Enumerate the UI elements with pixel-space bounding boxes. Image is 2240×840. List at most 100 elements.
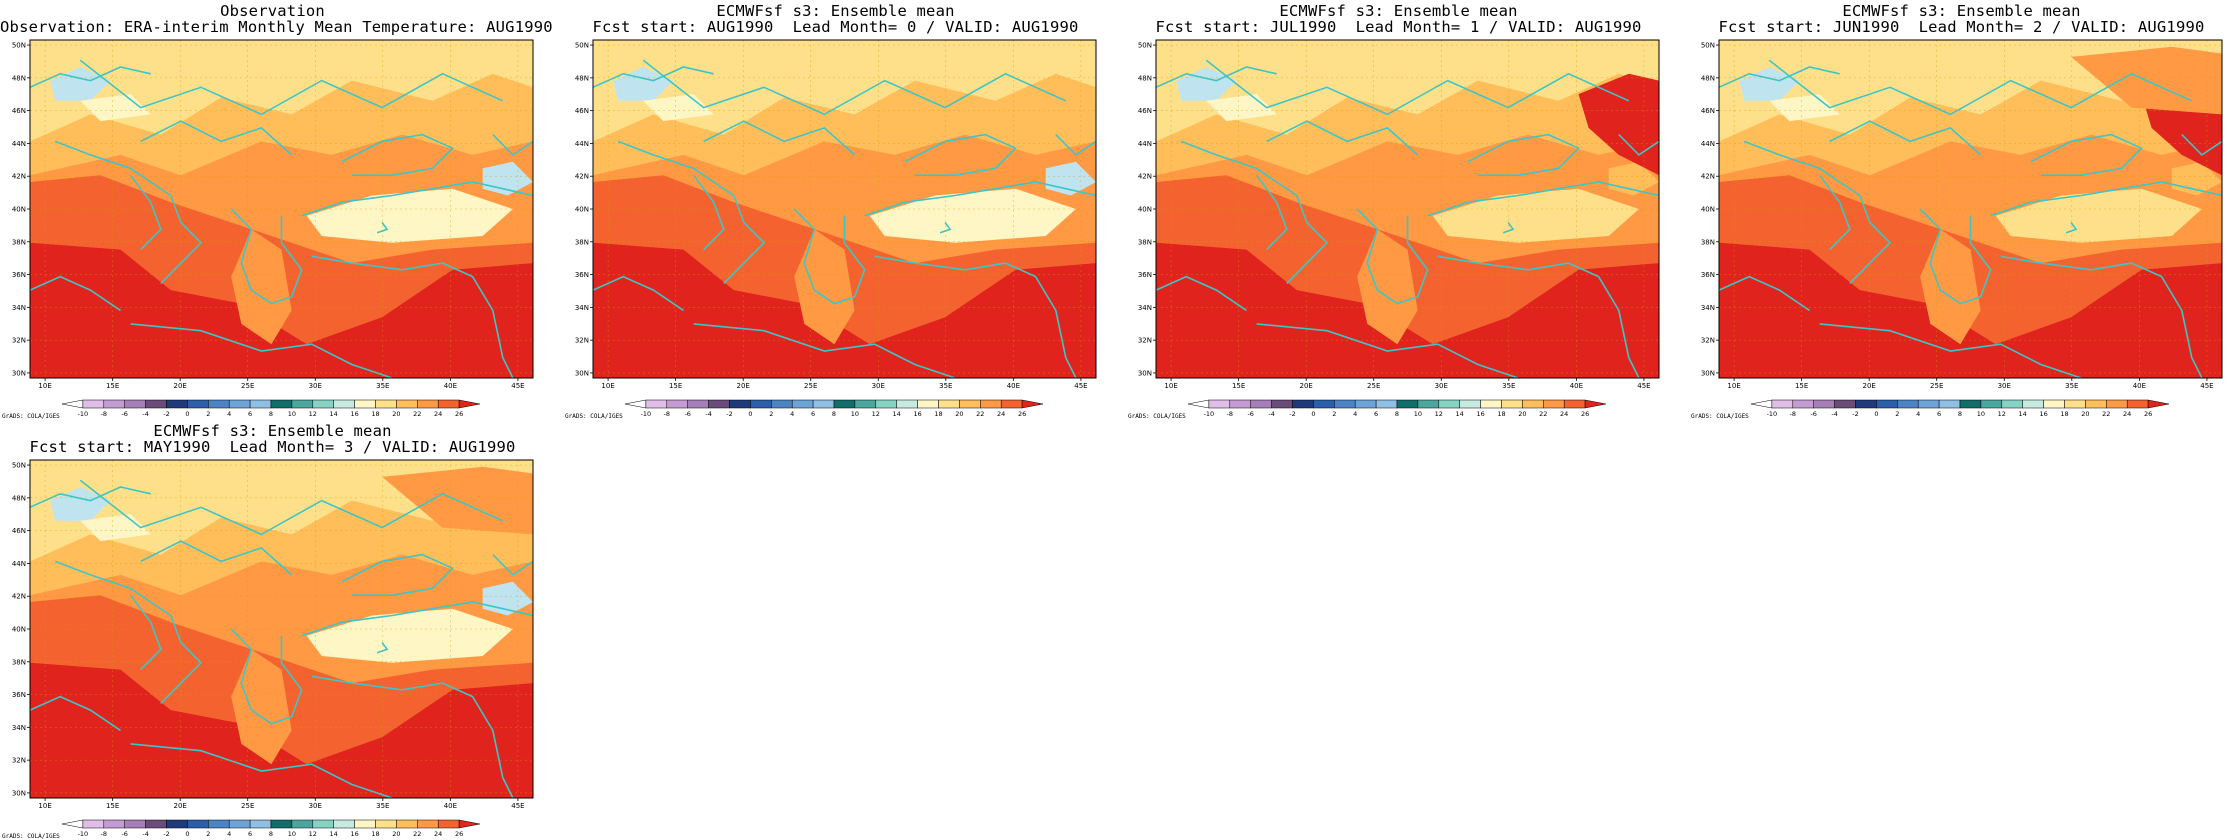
lon-tick-label: 10E xyxy=(38,802,51,810)
colorbar-swatch xyxy=(145,399,167,409)
colorbar-swatch xyxy=(2022,399,2044,409)
lon-tick-label: 15E xyxy=(106,382,119,390)
coastline xyxy=(693,323,956,378)
colorbar-swatch xyxy=(1876,399,1898,409)
lat-tick-label: 36N xyxy=(12,691,26,699)
colorbar-swatch xyxy=(103,819,125,829)
colorbar-swatch xyxy=(333,819,355,829)
coastline xyxy=(1055,134,1096,156)
colorbar-tick-label: 0 xyxy=(185,830,189,838)
lon-tick-label: 45E xyxy=(1637,382,1650,390)
colorbar-swatch xyxy=(437,399,460,409)
colorbar-tick-label: 18 xyxy=(1497,410,1505,418)
colorbar-swatch xyxy=(1980,399,2003,409)
colorbar-swatch xyxy=(208,399,230,409)
colorbar-swatch xyxy=(1563,399,1586,409)
colorbar-swatch xyxy=(1813,399,1835,409)
colorbar-swatch xyxy=(228,399,251,409)
colorbar-swatch xyxy=(228,819,251,829)
colorbar-tick-label: -10 xyxy=(1204,410,1215,418)
colorbar: -10 -8 -6 -4 -2 0 2 4 6 8 10 12 14 16 18 20 22 24 26 xyxy=(1187,399,1607,418)
colorbar-tick-label: 0 xyxy=(185,410,189,418)
colorbar-tick-label: 14 xyxy=(1456,410,1464,418)
lat-tick-label: 32N xyxy=(575,337,589,345)
colorbar-tick-label: 2 xyxy=(206,410,210,418)
lon-tick-label: 30E xyxy=(872,382,885,390)
colorbar-tick-label: -8 xyxy=(664,410,670,418)
panel-title: ECMWFsf s3: Ensemble mean xyxy=(716,2,955,20)
temperature-band xyxy=(231,229,292,345)
lon-tick-label: 30E xyxy=(1998,382,2011,390)
colorbar-swatch xyxy=(729,399,751,409)
colorbar-swatch xyxy=(187,819,209,829)
coastline xyxy=(1427,181,1659,217)
lat-tick-label: 32N xyxy=(12,757,26,765)
colorbar-tick-label: 14 xyxy=(893,410,901,418)
colorbar-swatch xyxy=(2147,399,2170,409)
coastline xyxy=(1743,140,1892,284)
colorbar-swatch xyxy=(2126,399,2149,409)
colorbar-swatch xyxy=(1792,399,1814,409)
colorbar-tick-label: 2 xyxy=(1332,410,1336,418)
colorbar-tick-label: -6 xyxy=(684,410,690,418)
coastline xyxy=(130,743,393,798)
colorbar-tick-label: 10 xyxy=(288,830,296,838)
graticule xyxy=(30,40,533,378)
colorbar-tick-label: 26 xyxy=(1018,410,1026,418)
coastline xyxy=(2065,222,2078,234)
lat-tick-label: 32N xyxy=(1138,337,1152,345)
colorbar-tick-label: 8 xyxy=(269,410,273,418)
colorbar-swatch xyxy=(1187,399,1210,409)
coastline xyxy=(129,594,162,671)
colorbar-swatch xyxy=(833,399,856,409)
coastline xyxy=(1180,140,1329,284)
colorbar-swatch xyxy=(145,819,167,829)
colorbar-tick-label: -6 xyxy=(121,410,127,418)
coastlines xyxy=(1719,59,2222,378)
colorbar-swatch xyxy=(750,399,772,409)
coastline xyxy=(2181,134,2222,156)
colorbar-swatch xyxy=(2085,399,2107,409)
colorbar-swatch xyxy=(917,399,939,409)
panel-subtitle: Fcst start: MAY1990 Lead Month= 3 / VALI… xyxy=(29,438,516,456)
lon-tick-label: 25E xyxy=(1367,382,1380,390)
lat-tick-label: 38N xyxy=(575,238,589,246)
colorbar-tick-label: -4 xyxy=(1268,410,1274,418)
colorbar-tick-label: 10 xyxy=(288,410,296,418)
temperature-band xyxy=(30,242,533,378)
colorbar-swatch xyxy=(2064,399,2086,409)
colorbar-swatch xyxy=(1208,399,1231,409)
lat-tick-label: 30N xyxy=(12,369,26,377)
colorbar-swatch xyxy=(375,819,397,829)
colorbar-swatch xyxy=(771,399,793,409)
colorbar-swatch xyxy=(875,399,897,409)
map-panel-lead-0: ECMWFsf s3: Ensemble mean Fcst start: AU… xyxy=(563,0,1108,420)
colorbar-tick-label: 20 xyxy=(2081,410,2089,418)
coastline xyxy=(864,181,1096,217)
colorbar-tick-label: 10 xyxy=(1414,410,1422,418)
lon-tick-label: 25E xyxy=(241,802,254,810)
colorbar-tick-label: 8 xyxy=(832,410,836,418)
colorbar-swatch xyxy=(249,399,272,409)
lon-tick-label: 15E xyxy=(669,382,682,390)
coastline xyxy=(904,133,1017,176)
colorbar-swatch xyxy=(1584,399,1607,409)
lat-tick-label: 34N xyxy=(1701,304,1715,312)
coastline xyxy=(1502,222,1515,234)
colorbar-swatch xyxy=(2043,399,2065,409)
colorbar-swatch xyxy=(1438,399,1460,409)
colorbar-tick-label: -2 xyxy=(163,830,169,838)
lat-tick-label: 42N xyxy=(1701,173,1715,181)
lat-tick-label: 32N xyxy=(1701,337,1715,345)
lon-tick-label: 10E xyxy=(601,382,614,390)
lat-tick-label: 48N xyxy=(12,494,26,502)
colorbar-tick-label: 16 xyxy=(1476,410,1484,418)
lat-tick-label: 34N xyxy=(12,724,26,732)
coastlines xyxy=(1156,59,1659,378)
coastline xyxy=(140,120,293,156)
colorbar: -10 -8 -6 -4 -2 0 2 4 6 8 10 12 14 16 18 20 22 24 26 xyxy=(61,819,481,838)
colorbar-tick-label: 14 xyxy=(2019,410,2027,418)
coastline xyxy=(617,140,766,284)
coastlines xyxy=(30,59,533,378)
lon-tick-label: 25E xyxy=(1930,382,1943,390)
